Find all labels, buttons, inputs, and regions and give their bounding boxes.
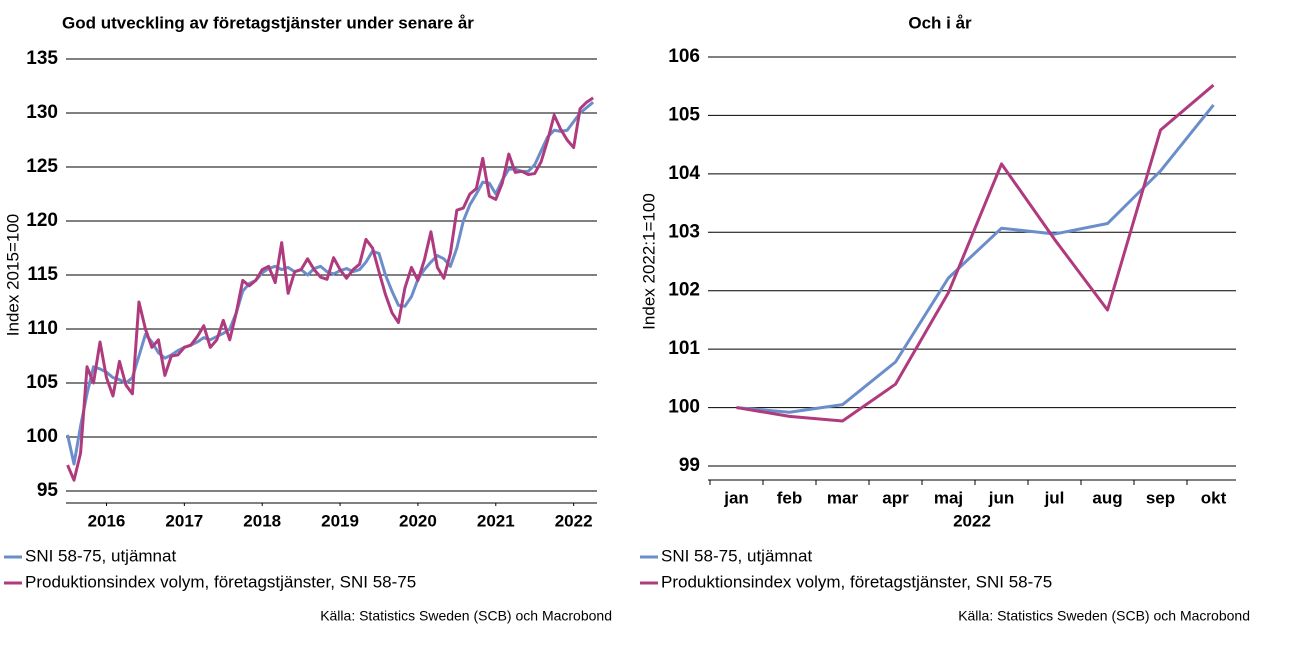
- x-tick-label: jul: [1044, 488, 1065, 507]
- legend-label: SNI 58-75, utjämnat: [661, 546, 812, 565]
- source-note: Källa: Statistics Sweden (SCB) och Macro…: [958, 608, 1250, 624]
- legend-label: SNI 58-75, utjämnat: [25, 546, 176, 565]
- series-line: [66, 101, 595, 466]
- x-tick-label: 2022: [555, 511, 593, 530]
- x-tick-label: 2020: [399, 511, 437, 530]
- chart-title: God utveckling av företagstjänster under…: [62, 13, 474, 32]
- y-tick-label: 120: [26, 210, 58, 231]
- x-tick-label: 2021: [477, 511, 515, 530]
- y-tick-label: 105: [26, 372, 58, 393]
- x-tick-label: jun: [988, 488, 1015, 507]
- x-tick-label: mar: [827, 488, 859, 507]
- y-tick-label: 102: [668, 280, 700, 301]
- y-tick-label: 103: [668, 221, 700, 242]
- series-line: [736, 83, 1215, 423]
- x-tick-label: apr: [882, 488, 909, 507]
- x-tick-label: aug: [1092, 488, 1122, 507]
- series-line: [736, 103, 1215, 414]
- x-tick-label: 2018: [243, 511, 281, 530]
- y-tick-label: 101: [668, 338, 700, 359]
- x-tick-label: feb: [777, 488, 803, 507]
- x-axis-label: 2022: [953, 511, 991, 530]
- y-axis-label: Index 2022:1=100: [639, 193, 658, 330]
- legend-label: Produktionsindex volym, företagstjänster…: [25, 572, 416, 591]
- x-tick-label: sep: [1146, 488, 1175, 507]
- y-tick-label: 100: [668, 397, 700, 418]
- y-tick-label: 110: [27, 318, 58, 339]
- y-tick-label: 100: [26, 426, 58, 447]
- source-note: Källa: Statistics Sweden (SCB) och Macro…: [320, 608, 612, 624]
- chart-title: Och i år: [908, 13, 972, 32]
- y-tick-label: 99: [679, 455, 700, 476]
- series-line: [66, 96, 594, 482]
- y-tick-label: 106: [668, 46, 700, 67]
- y-tick-label: 95: [37, 480, 59, 501]
- y-tick-label: 125: [26, 156, 58, 177]
- y-tick-label: 115: [27, 264, 58, 285]
- legend-label: Produktionsindex volym, företagstjänster…: [661, 572, 1052, 591]
- y-tick-label: 130: [26, 102, 58, 123]
- x-tick-label: okt: [1201, 488, 1227, 507]
- x-tick-label: 2017: [165, 511, 203, 530]
- x-tick-label: maj: [934, 488, 963, 507]
- x-tick-label: 2019: [321, 511, 359, 530]
- y-tick-label: 104: [668, 163, 700, 184]
- y-axis-label: Index 2015=100: [3, 214, 22, 336]
- x-tick-label: jan: [723, 488, 749, 507]
- y-tick-label: 135: [26, 48, 58, 69]
- x-tick-label: 2016: [88, 511, 126, 530]
- y-tick-label: 105: [668, 104, 700, 125]
